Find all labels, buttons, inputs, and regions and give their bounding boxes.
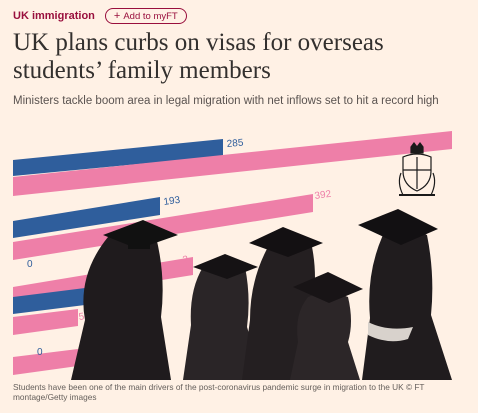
- bar-pink-2: [13, 194, 313, 260]
- bar-label-5: 2: [182, 254, 189, 266]
- standfirst: Ministers tackle boom area in legal migr…: [13, 95, 439, 107]
- plus-icon: +: [113, 9, 121, 22]
- bar-blue-2: [13, 197, 160, 238]
- bar-pink-4: [13, 309, 78, 335]
- bar-label-1: 285: [226, 138, 244, 150]
- graduates-photo: [71, 209, 452, 380]
- montage-image: 285 193 392 0 2 59 0 5: [13, 131, 452, 380]
- bar-pink-5: [13, 349, 78, 375]
- add-to-myft-label: Add to myFT: [123, 10, 178, 22]
- bar-label-2: 193: [163, 195, 181, 208]
- royal-coat-of-arms-icon: [398, 142, 436, 196]
- bar-blue-1: [13, 139, 223, 176]
- article-topbar: UK immigration + Add to myFT: [13, 7, 187, 25]
- bar-label-3: 392: [314, 189, 332, 202]
- image-caption: Students have been one of the main drive…: [13, 382, 425, 402]
- bar-blue-4: [13, 287, 93, 314]
- topic-link[interactable]: UK immigration: [13, 10, 95, 22]
- bar-label-4: 0: [27, 259, 33, 270]
- article-image: 285 193 392 0 2 59 0 5: [13, 117, 452, 380]
- headline: UK plans curbs on visas for overseas stu…: [13, 29, 384, 84]
- add-to-myft-button[interactable]: + Add to myFT: [104, 8, 187, 24]
- bar-pink-1: [13, 131, 452, 196]
- bar-label-7: 0: [37, 347, 43, 358]
